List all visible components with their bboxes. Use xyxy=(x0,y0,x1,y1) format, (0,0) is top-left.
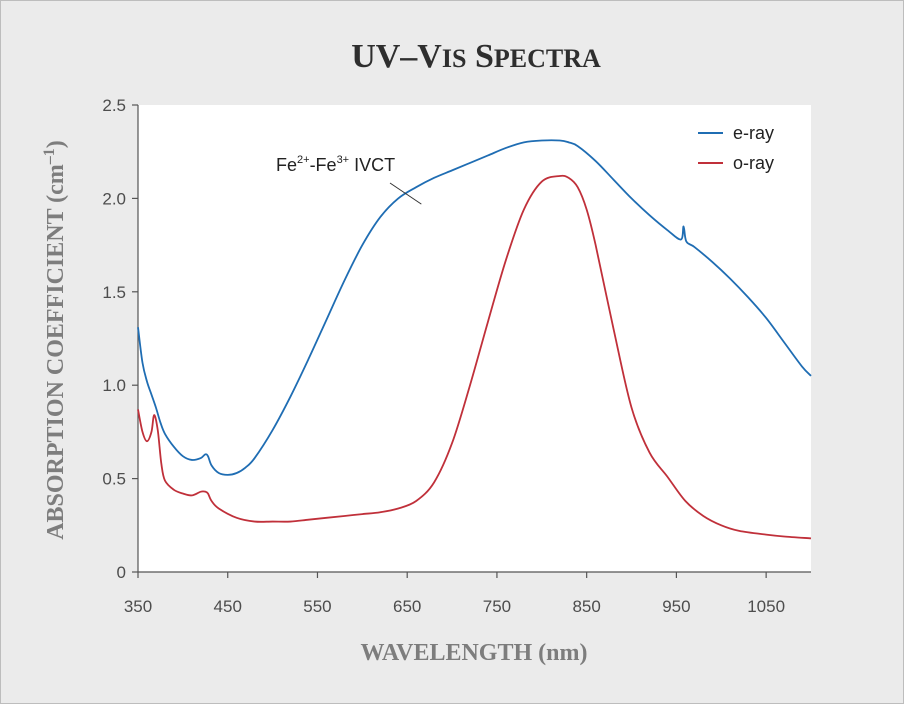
chart-title: UV–VIS SPECTRA xyxy=(351,38,601,75)
x-tick-label: 850 xyxy=(572,597,600,616)
title-segment: UV–V xyxy=(351,38,442,75)
y-axis-label-sup: –1 xyxy=(41,148,58,165)
x-tick-label: 350 xyxy=(124,597,152,616)
legend-label-e-ray: e-ray xyxy=(733,123,774,143)
y-axis-label-close: ) xyxy=(43,140,69,148)
y-tick-label: 0.5 xyxy=(102,470,126,489)
y-axis-label-main: ABSORPTION COEFFICIENT (cm xyxy=(43,164,69,540)
y-tick-label: 1.5 xyxy=(102,283,126,302)
series-line-o-ray xyxy=(137,174,812,540)
y-axis-label: ABSORPTION COEFFICIENT (cm–1) xyxy=(41,140,69,540)
y-tick-label: 1.0 xyxy=(102,376,126,395)
y-tick-label: 2.5 xyxy=(102,96,126,115)
annotation-ivct: Fe2+-Fe3+ IVCT xyxy=(276,154,395,175)
x-tick-label: 650 xyxy=(393,597,421,616)
x-tick-label: 950 xyxy=(662,597,690,616)
title-segment: PECTRA xyxy=(494,44,601,73)
legend-label-o-ray: o-ray xyxy=(733,153,774,173)
x-tick-label: 550 xyxy=(303,597,331,616)
title-segment: S xyxy=(475,38,494,75)
axis-ticks: 350 450 550 650 750 850 950 1050 0 0.5 1.0 1.5 2.0 2.… xyxy=(102,96,785,616)
annotation-leader-line xyxy=(389,182,422,205)
x-tick-label: 750 xyxy=(483,597,511,616)
series-layer xyxy=(137,139,812,540)
annotation-fe: Fe xyxy=(276,155,297,175)
annotation-sup-3plus: 3+ xyxy=(337,154,350,166)
x-tick-label: 450 xyxy=(214,597,242,616)
y-tick-label: 2.0 xyxy=(102,189,126,208)
y-tick-label: 0 xyxy=(117,563,126,582)
annotation-sup-2plus: 2+ xyxy=(297,154,310,166)
series-line-e-ray xyxy=(137,139,812,476)
title-segment: IS xyxy=(442,44,467,73)
annotation-fe-mid: -Fe xyxy=(310,155,337,175)
x-tick-label: 1050 xyxy=(747,597,785,616)
title-space xyxy=(466,38,475,75)
legend: e-ray o-ray xyxy=(698,123,774,173)
x-axis-label: WAVELENGTH (nm) xyxy=(361,640,588,666)
annotation-ivct-tail: IVCT xyxy=(349,155,395,175)
plot-area xyxy=(138,105,811,572)
